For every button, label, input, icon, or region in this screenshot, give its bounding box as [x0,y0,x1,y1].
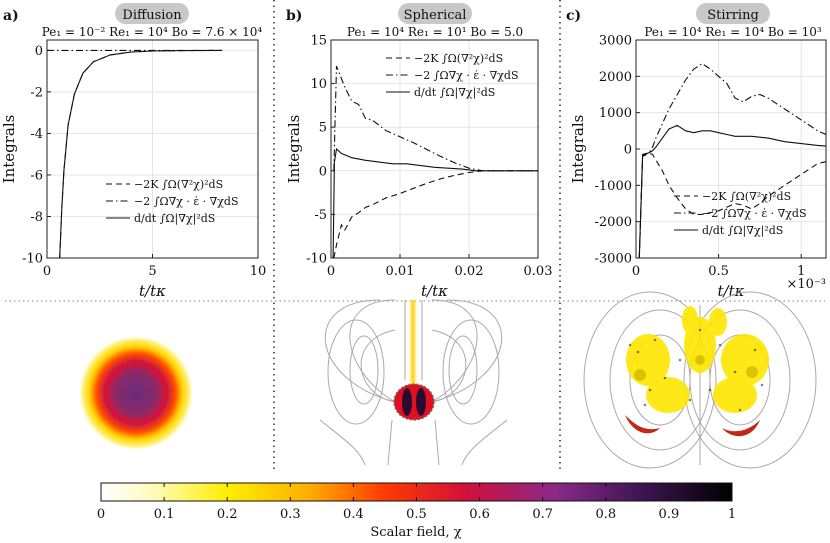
panel-spherical: b) Spherical Pe₁ = 10⁴ Re₁ = 10¹ Bo = 5.0 -… [285,3,552,300]
panel-letter: c) [566,8,581,24]
colorbar-tick-label: 0.1 [154,507,175,522]
colorbar-tick-label: 0.3 [280,507,301,522]
x-tick-label: 0.03 [524,264,553,279]
y-tick-label: -10 [22,252,43,267]
x-tick-label: 0.5 [708,264,729,279]
stirring-snapshot [583,291,817,469]
legend-entry: d/dt ∫Ω|∇χ|²dS [702,224,783,238]
panel-title-badge [398,3,472,24]
panel-title: Spherical [404,8,467,23]
panel-parameters: Pe₁ = 10⁴ Re₁ = 10⁴ Bo = 10³ [644,25,822,39]
y-tick-label: -10 [306,252,327,267]
y-tick-label: -4 [30,127,43,142]
colorbar-ticks: 0 0.1 0.2 0.3 0.4 0.5 0.6 0.7 0.8 0.9 1 [97,483,736,522]
y-axis-label: Integrals [285,115,303,184]
y-tick-label: 1000 [599,106,632,121]
y-tick-label: 0 [35,44,43,59]
x-tick-label: 0.02 [455,264,484,279]
y-tick-label: 0 [319,164,327,179]
plot-frame [635,39,827,259]
y-tick-label: 2000 [599,70,632,85]
colorbar-tick-label: 0.6 [469,507,490,522]
x-tick-label: 0.01 [386,264,415,279]
y-tick-label: -1000 [595,179,632,194]
legend-entry: d/dt ∫Ω|∇χ|²dS [414,86,495,100]
x-tick-label: 5 [148,264,156,279]
legend-entry: d/dt ∫Ω|∇χ|²dS [134,212,215,226]
x-axis-label: t/tκ [421,282,448,300]
plot-frame [46,39,259,259]
colorbar: 0 0.1 0.2 0.3 0.4 0.5 0.6 0.7 0.8 0.9 1 Scalar fie… [97,482,736,540]
legend-entry: −2K ∫Ω(∇²χ)²dS [134,178,223,191]
y-tick-label: 5 [319,121,327,136]
y-tick-label: 10 [310,77,327,92]
x-multiplier: ×10⁻³ [786,277,826,292]
colorbar-tick-label: 0.4 [343,507,364,522]
panel-title-badge [115,3,189,24]
colorbar-tick-label: 0.7 [532,507,553,522]
diffusion-snapshot [78,335,194,451]
y-tick-label: 3000 [599,34,632,49]
y-tick-label: -8 [30,210,43,225]
y-tick-label: -2000 [595,215,632,230]
panel-title-badge [696,3,770,24]
panel-letter: b) [286,8,302,24]
colorbar-tick-label: 0.2 [217,507,238,522]
series-line-solid [332,147,538,258]
x-tick-label: 1 [797,264,805,279]
panel-parameters: Pe₁ = 10⁻² Re₁ = 10⁴ Bo = 7.6 × 10⁴ [42,25,263,39]
colorbar-tick-label: 1 [728,507,736,522]
colorbar-tick-label: 0.9 [659,507,680,522]
y-tick-label: 15 [310,34,327,49]
x-axis-label: t/tκ [718,282,745,300]
series-line-dashed [59,49,223,258]
panel-diffusion: a) Diffusion Pe₁ = 10⁻² Re₁ = 10⁴ Bo = 7.6… [0,3,266,300]
y-tick-label: -3000 [595,252,632,267]
series-line-dashed [333,170,538,258]
legend-entry: −2 ∫Ω∇χ · ε̇ · ∇χdS [134,195,239,208]
x-axis-label: t/tκ [139,282,166,300]
y-tick-label: -6 [30,168,43,183]
panel-letter: a) [3,8,19,24]
panel-title: Stirring [707,8,759,23]
series-line-dashed [638,152,826,258]
y-axis-label: Integrals [0,115,18,184]
plot-panels: a) Diffusion Pe₁ = 10⁻² Re₁ = 10⁴ Bo = 7.6… [0,3,827,300]
panel-parameters: Pe₁ = 10⁴ Re₁ = 10¹ Bo = 5.0 [347,25,523,39]
panel-title: Diffusion [122,8,182,23]
x-tick-label: 0 [43,264,51,279]
y-tick-label: -5 [314,208,327,223]
spherical-snapshot [319,299,508,466]
colorbar-label: Scalar field, χ [370,525,461,540]
series-line-solid [59,49,223,258]
x-tick-label: 10 [250,264,267,279]
colorbar-tick-label: 0.8 [595,507,616,522]
x-tick-label: 0 [632,264,640,279]
legend-entry: −2K ∫Ω(∇²χ)²dS [702,190,791,203]
series-line-solid [638,124,826,258]
plot-frame [330,39,539,259]
legend-entry: −2 ∫Ω∇χ · ε̇ · ∇χdS [702,207,807,220]
legend-entry: −2 ∫Ω∇χ · ε̇ · ∇χdS [414,69,519,82]
colorbar-tick-label: 0.5 [406,507,427,522]
y-axis-label: Integrals [569,115,587,184]
panel-stirring: c) Stirring Pe₁ = 10⁴ Re₁ = 10⁴ Bo = 10³ -3… [566,3,827,300]
y-tick-label: 0 [624,143,632,158]
legend-entry: −2K ∫Ω(∇²χ)²dS [414,52,503,65]
colorbar-tick-label: 0 [97,507,105,522]
series-line-dashdot [638,62,826,258]
x-tick-label: 0 [327,264,335,279]
y-tick-label: -2 [30,85,43,100]
